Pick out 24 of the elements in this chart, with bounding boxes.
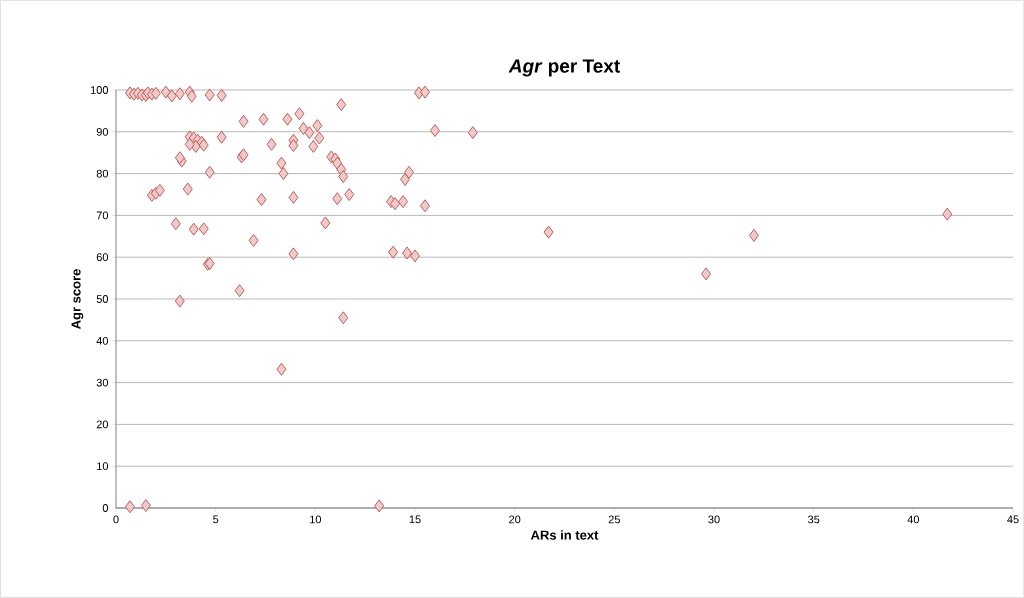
y-axis-title: Agr score: [71, 269, 84, 330]
y-tick-label: 30: [96, 378, 109, 387]
x-tick-label: 35: [807, 515, 820, 524]
x-tick-label: 30: [708, 515, 720, 524]
y-tick-label: 20: [96, 420, 109, 429]
x-axis-title: ARs in text: [530, 530, 599, 540]
x-tick-label: 15: [409, 515, 421, 524]
x-tick-label: 5: [213, 515, 219, 524]
y-tick-label: 40: [96, 336, 109, 345]
y-tick-label: 80: [96, 169, 109, 178]
x-tick-label: 25: [608, 515, 620, 524]
y-tick-label: 70: [96, 211, 109, 220]
y-tick-label: 0: [102, 504, 109, 512]
y-tick-label: 10: [97, 462, 109, 471]
y-tick-label: 100: [90, 86, 109, 94]
x-tick-label: 45: [1007, 515, 1019, 524]
x-tick-label: 10: [310, 515, 322, 524]
y-tick-label: 60: [96, 253, 109, 262]
x-tick-label: 0: [113, 515, 119, 524]
chart-title: Agr per Text: [508, 59, 620, 77]
y-tick-label: 90: [96, 127, 109, 136]
y-tick-label: 50: [96, 295, 109, 303]
x-tick-label: 40: [907, 515, 920, 524]
x-tick-label: 20: [509, 515, 521, 524]
